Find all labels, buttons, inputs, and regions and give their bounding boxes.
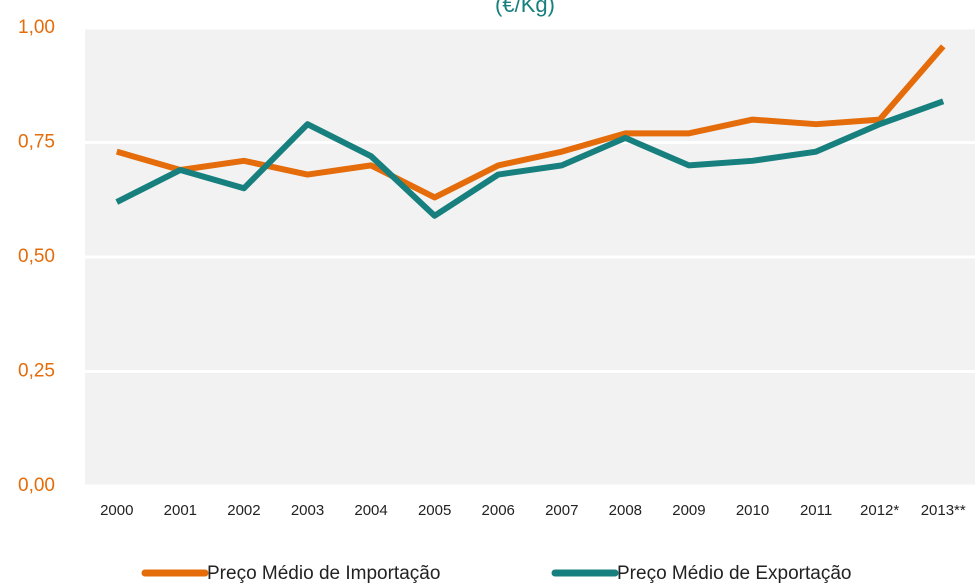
x-tick-label: 2004 bbox=[354, 502, 387, 519]
chart-title: (€/Kg) bbox=[495, 0, 555, 17]
y-tick-label: 0,25 bbox=[18, 361, 55, 382]
x-tick-label: 2002 bbox=[227, 502, 260, 519]
x-tick-label: 2000 bbox=[100, 502, 133, 519]
y-tick-label: 1,00 bbox=[18, 17, 55, 38]
y-tick-label: 0,00 bbox=[18, 475, 55, 496]
x-tick-label: 2007 bbox=[545, 502, 578, 519]
series-line bbox=[115, 44, 946, 201]
x-tick-label: 2006 bbox=[482, 502, 515, 519]
x-tick-label: 2013** bbox=[921, 502, 966, 519]
x-tick-label: 2008 bbox=[609, 502, 642, 519]
legend-label: Preço Médio de Importação bbox=[207, 563, 440, 584]
x-tick-label: 2005 bbox=[418, 502, 451, 519]
x-tick-label: 2009 bbox=[672, 502, 705, 519]
series-line bbox=[115, 98, 945, 219]
y-tick-label: 0,50 bbox=[18, 246, 55, 267]
x-tick-label: 2010 bbox=[736, 502, 769, 519]
x-tick-label: 2003 bbox=[291, 502, 324, 519]
legend-label: Preço Médio de Exportação bbox=[617, 563, 851, 584]
x-tick-label: 2012* bbox=[860, 502, 899, 519]
y-tick-label: 0,75 bbox=[18, 132, 55, 153]
x-tick-label: 2001 bbox=[164, 502, 197, 519]
x-tick-label: 2011 bbox=[800, 502, 832, 519]
